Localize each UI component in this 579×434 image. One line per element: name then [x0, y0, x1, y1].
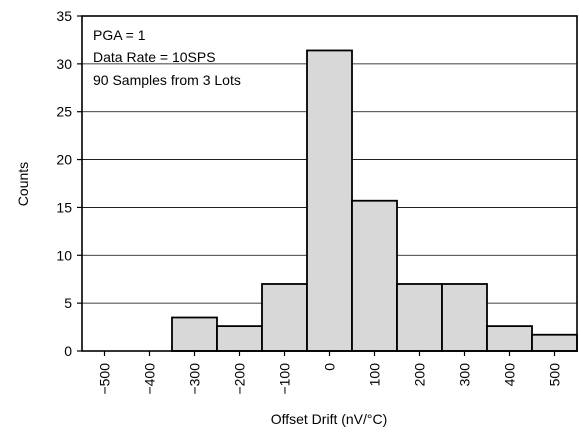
histogram-bar: [351, 199, 398, 352]
ticks: 0 5 10 15 20 25 30 35 −500 −400 −300 −200 −100 0 100 20…: [56, 8, 562, 395]
histogram-bar: [441, 283, 488, 352]
y-tick-label: 35: [56, 8, 72, 24]
histogram-bar: [261, 283, 308, 352]
y-tick-label: 25: [56, 104, 72, 120]
y-axis-title: Counts: [15, 162, 31, 206]
annotation-pga: PGA = 1: [93, 27, 146, 43]
x-tick-label: 500: [547, 363, 563, 387]
x-tick-label: 200: [412, 363, 428, 387]
histogram-bar: [396, 283, 443, 352]
x-tick-label: −300: [187, 363, 203, 395]
histogram-bar: [486, 325, 533, 352]
annotation-block: PGA = 1 Data Rate = 10SPS 90 Samples fro…: [93, 27, 241, 88]
histogram-bar: [306, 49, 353, 352]
y-tick-label: 10: [56, 247, 72, 263]
x-tick-label: −400: [142, 363, 158, 395]
y-tick-label: 20: [56, 152, 72, 168]
x-tick-label: −200: [232, 363, 248, 395]
histogram-bar: [531, 333, 578, 352]
x-tick-label: 300: [457, 363, 473, 387]
y-tick-label: 0: [64, 343, 72, 359]
bars: [171, 49, 578, 352]
x-tick-label: −100: [277, 363, 293, 395]
x-tick-label: −500: [97, 363, 113, 395]
x-tick-label: 400: [502, 363, 518, 387]
annotation-samples: 90 Samples from 3 Lots: [93, 72, 241, 88]
histogram-bar: [171, 316, 218, 352]
x-tick-label: 100: [367, 363, 383, 387]
x-tick-label: 0: [322, 363, 338, 371]
y-tick-label: 30: [56, 56, 72, 72]
annotation-data-rate: Data Rate = 10SPS: [93, 49, 216, 65]
histogram-bar: [216, 325, 263, 352]
y-tick-label: 15: [56, 199, 72, 215]
y-tick-label: 5: [64, 295, 72, 311]
x-axis-title: Offset Drift (nV/°C): [271, 411, 388, 427]
